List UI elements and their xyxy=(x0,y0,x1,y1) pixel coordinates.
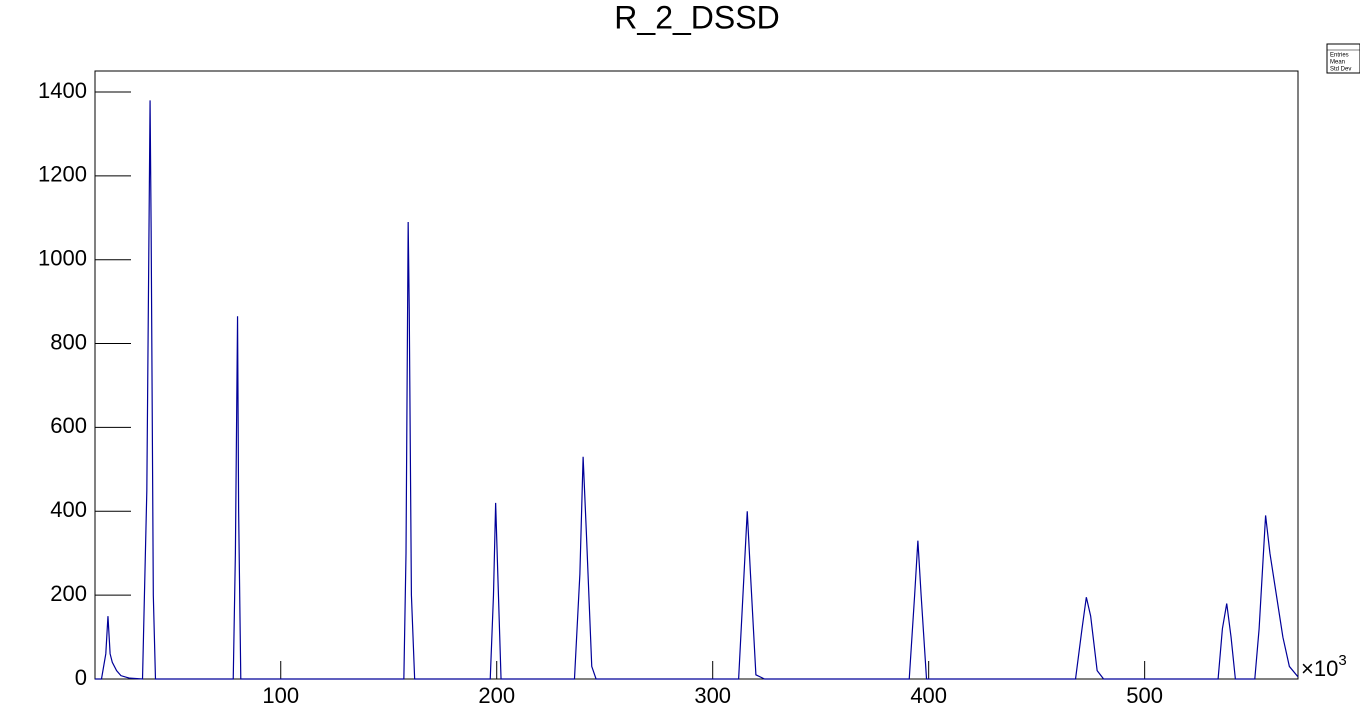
stats-label: Mean xyxy=(1330,60,1345,66)
y-tick-label: 1400 xyxy=(38,78,87,103)
y-tick-label: 400 xyxy=(50,497,87,522)
x-tick-label: 200 xyxy=(478,683,515,708)
stats-label: Std Dev xyxy=(1330,67,1351,73)
stats-frame xyxy=(1326,43,1360,74)
y-tick-label: 200 xyxy=(50,581,87,606)
plot-frame xyxy=(94,70,1299,680)
chart-title: R_2_DSSD xyxy=(614,0,779,35)
y-tick-label: 0 xyxy=(75,665,87,690)
x-axis-multiplier: ×103 xyxy=(1301,652,1347,681)
x-tick-label: 100 xyxy=(262,683,299,708)
stats-label: Entries xyxy=(1330,53,1349,59)
x-tick-label: 500 xyxy=(1126,683,1163,708)
stats-box: Entries Mean Std Dev xyxy=(1326,43,1360,74)
x-tick-label: 400 xyxy=(910,683,947,708)
x-multiplier: ×10 xyxy=(1301,656,1338,681)
histogram-line xyxy=(95,100,1299,680)
y-tick-label: 600 xyxy=(50,413,87,438)
y-tick-label: 1000 xyxy=(38,246,87,271)
x-exponent: 3 xyxy=(1338,652,1346,669)
x-tick-label: 300 xyxy=(694,683,731,708)
y-tick-label: 1200 xyxy=(38,162,87,187)
y-tick-label: 800 xyxy=(50,329,87,354)
